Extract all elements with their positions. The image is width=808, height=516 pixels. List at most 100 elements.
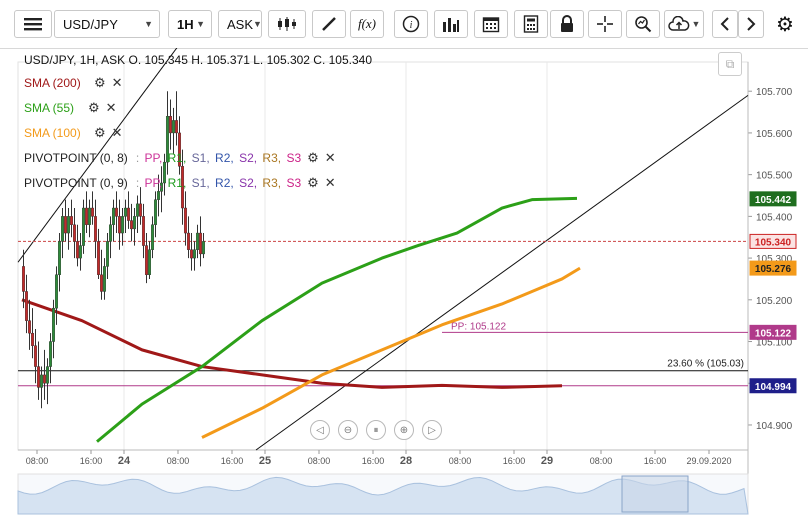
draw-button[interactable] xyxy=(312,10,346,38)
reset-button[interactable]: ⏸ xyxy=(366,420,386,440)
sma-line xyxy=(21,298,563,389)
pivot-part: : xyxy=(135,176,140,190)
candle-body xyxy=(52,307,56,342)
candle-body xyxy=(186,232,190,250)
price-tag-label: 105.122 xyxy=(755,328,792,339)
crosshair-button[interactable] xyxy=(588,10,622,38)
popout-button[interactable]: ⧉ xyxy=(718,52,742,76)
candle-body xyxy=(96,241,100,275)
pivot-parts: : PP, R1, S1, R2, S2, R3, S3 xyxy=(134,176,301,190)
candle-body xyxy=(31,332,35,346)
reset-icon: ⏸ xyxy=(373,424,379,436)
x-tick-label: 08:00 xyxy=(26,456,49,466)
candle-body xyxy=(99,274,103,292)
pivot-part: PP, xyxy=(144,176,163,190)
gear-icon: ⚙ xyxy=(776,13,794,36)
candle-body xyxy=(192,249,196,259)
cloud-upload-button[interactable]: ▼ xyxy=(664,10,704,38)
price-tag xyxy=(749,191,797,207)
indicator-label: SMA (200) xyxy=(24,76,81,90)
close-icon[interactable]: ✕ xyxy=(105,100,117,115)
candle-body xyxy=(55,274,59,309)
candle-body xyxy=(87,207,91,225)
pivot-parts: : PP, R1, S1, R2, S2, R3, S3 xyxy=(134,151,301,165)
timeframe-label: 1H xyxy=(177,16,194,32)
price-tag xyxy=(749,378,797,394)
close-icon[interactable]: ✕ xyxy=(324,150,336,165)
close-icon[interactable]: ✕ xyxy=(111,125,123,140)
x-tick-label: 08:00 xyxy=(167,456,190,466)
draw-icon xyxy=(322,17,336,31)
scroll-left-button[interactable]: ◁ xyxy=(310,420,330,440)
chevron-down-icon: ▼ xyxy=(691,19,701,29)
candle-body xyxy=(81,207,85,246)
candle-body xyxy=(138,203,142,217)
scroll-right-button[interactable]: ▷ xyxy=(422,420,442,440)
candle-body xyxy=(66,216,70,234)
legend-pivot-9: PIVOTPOINT (0, 9) : PP, R1, S1, R2, S2, … xyxy=(24,175,336,191)
x-tick-label: 16:00 xyxy=(221,456,244,466)
gear-icon[interactable]: ⚙ xyxy=(307,175,319,190)
candle-body xyxy=(147,249,151,275)
gear-icon[interactable]: ⚙ xyxy=(88,100,100,115)
zoom-out-button[interactable]: ⊖ xyxy=(338,420,358,440)
price-chart[interactable]: 104.900105.000105.100105.200105.300105.4… xyxy=(0,48,808,516)
pivot-part: S2, xyxy=(239,151,258,165)
calendar-button[interactable] xyxy=(474,10,508,38)
pivot-part: R3, xyxy=(262,151,282,165)
candle-body xyxy=(177,132,181,167)
price-type-selector[interactable]: ASK ▼ xyxy=(218,10,262,38)
pivot-part: S2, xyxy=(239,176,258,190)
zoom-icon xyxy=(635,16,652,33)
candle-body xyxy=(180,166,184,209)
arrow-right-icon xyxy=(747,17,756,31)
zoom-in-button[interactable]: ⊕ xyxy=(394,420,414,440)
chevron-down-icon: ▼ xyxy=(144,19,153,29)
zoom-button[interactable] xyxy=(626,10,660,38)
chevron-down-icon: ▼ xyxy=(253,19,262,29)
candle-body xyxy=(120,216,124,234)
candle-body xyxy=(108,224,112,242)
y-tick-label: 105.500 xyxy=(756,171,793,182)
menu-button[interactable] xyxy=(14,10,52,38)
pivot-part: S1, xyxy=(191,176,210,190)
price-tag-label: 105.340 xyxy=(755,237,792,248)
candle-body xyxy=(105,241,109,267)
price-type-label: ASK xyxy=(227,16,254,32)
candle-body xyxy=(189,249,193,259)
zoom-out-icon: ⊖ xyxy=(343,424,353,436)
price-tag xyxy=(749,324,797,340)
scroll-back-button[interactable] xyxy=(712,10,738,38)
close-icon[interactable]: ✕ xyxy=(324,175,336,190)
x-tick-label: 08:00 xyxy=(590,456,613,466)
volume-button[interactable] xyxy=(434,10,468,38)
pivot-part: R2, xyxy=(215,151,234,165)
gear-icon[interactable]: ⚙ xyxy=(307,150,319,165)
indicator-label: SMA (100) xyxy=(24,126,81,140)
external-window-icon: ⧉ xyxy=(725,56,735,71)
pivot-part: S3 xyxy=(286,176,302,190)
gear-icon[interactable]: ⚙ xyxy=(94,125,106,140)
candle-body xyxy=(159,182,163,192)
indicator-label: PIVOTPOINT (0, 9) xyxy=(24,176,128,190)
x-tick-label: 24 xyxy=(118,455,131,467)
candle-body xyxy=(37,366,41,388)
pivot-part: R2, xyxy=(215,176,234,190)
lock-button[interactable] xyxy=(550,10,584,38)
crosshair-icon xyxy=(597,16,613,32)
chart-area[interactable]: 104.900105.000105.100105.200105.300105.4… xyxy=(0,48,808,516)
y-tick-label: 105.100 xyxy=(756,338,793,349)
function-button[interactable]: f(x) xyxy=(350,10,384,38)
candle-body xyxy=(72,224,76,242)
calculator-button[interactable] xyxy=(514,10,548,38)
symbol-selector[interactable]: USD/JPY ▼ xyxy=(54,10,160,38)
info-button[interactable]: i xyxy=(394,10,428,38)
gear-icon[interactable]: ⚙ xyxy=(94,75,106,90)
candle-body xyxy=(174,120,178,134)
settings-button[interactable]: ⚙ xyxy=(770,10,800,38)
close-icon[interactable]: ✕ xyxy=(111,75,123,90)
candle-body xyxy=(198,232,202,255)
timeframe-selector[interactable]: 1H ▼ xyxy=(168,10,212,38)
scroll-forward-button[interactable] xyxy=(738,10,764,38)
candles-button[interactable] xyxy=(268,10,306,38)
